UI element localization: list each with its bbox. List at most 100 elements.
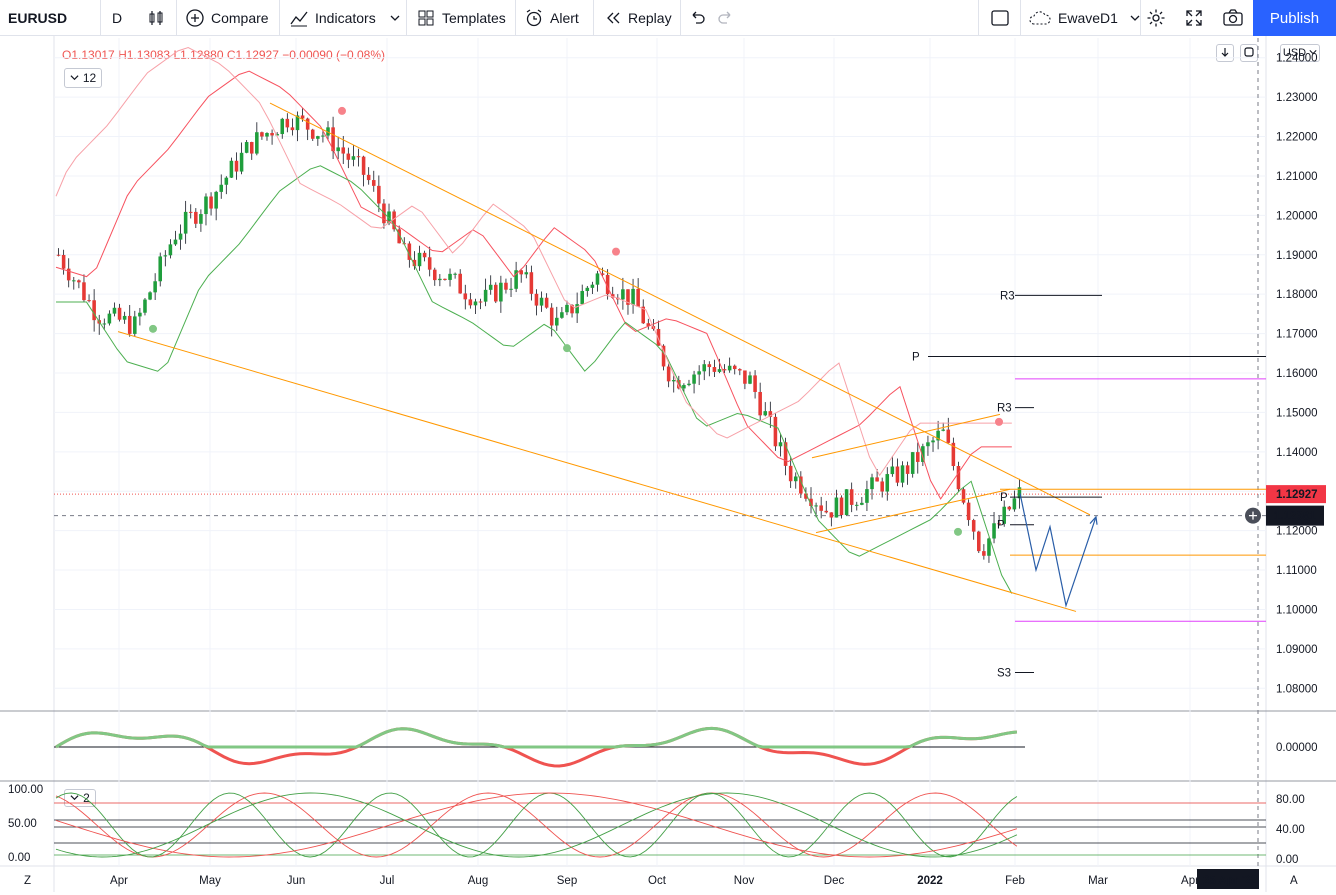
last-price-text: 1.12927	[1276, 489, 1318, 501]
candle-body	[92, 300, 96, 321]
time-tick-label: Jul	[380, 875, 395, 887]
scroll-down-button[interactable]	[1216, 44, 1234, 62]
candle-body	[931, 440, 935, 443]
candle-body	[753, 375, 757, 392]
osc2-line	[55, 792, 1018, 858]
reset-chart-button[interactable]	[1240, 44, 1258, 62]
candle-body	[778, 442, 783, 447]
candle-body	[61, 254, 66, 269]
currency-selector[interactable]: USD	[1280, 44, 1320, 62]
candle-body	[488, 284, 493, 290]
chart-type-button[interactable]	[146, 0, 172, 36]
redo-button[interactable]	[716, 0, 740, 36]
divider	[1020, 0, 1021, 36]
candle-body	[656, 328, 661, 346]
candle-body	[280, 118, 285, 135]
signal-dot	[995, 417, 1003, 426]
candle-body	[407, 243, 412, 260]
candle-body	[717, 369, 722, 372]
price-tick-label: 1.14000	[1276, 447, 1318, 459]
publish-button[interactable]: Publish	[1253, 0, 1336, 36]
candle-body	[793, 476, 798, 482]
time-tick-label: Dec	[824, 875, 845, 887]
interval-button[interactable]: D	[112, 0, 122, 36]
oscillator-count: 2	[83, 791, 90, 805]
candle-body	[605, 274, 610, 295]
candle-body	[534, 293, 539, 306]
z-toggle: Z	[24, 875, 31, 887]
oscillator-collapse-toggle[interactable]: 2	[64, 789, 96, 807]
templates-icon	[416, 8, 436, 28]
signal-dot	[954, 527, 962, 536]
candle-body	[875, 477, 879, 482]
candle-body	[107, 313, 112, 324]
chevron-down-icon[interactable]	[1130, 10, 1140, 26]
time-tick-label: May	[199, 875, 221, 887]
crosshair-price-badge	[1266, 505, 1324, 526]
candle-body	[671, 380, 676, 382]
candle-body	[702, 364, 707, 372]
candle-body	[707, 364, 712, 368]
candle-body	[687, 383, 691, 386]
candle-body	[224, 177, 229, 185]
fullscreen-button[interactable]	[1184, 0, 1210, 36]
candle-body	[890, 466, 895, 475]
compare-button[interactable]: Compare	[185, 0, 269, 36]
alert-button[interactable]: Alert	[524, 0, 579, 36]
candle-body	[56, 254, 61, 256]
candle-body	[468, 299, 473, 306]
osc1-line	[55, 726, 1018, 768]
fullscreen-layout-button[interactable]	[990, 0, 1016, 36]
candle-body	[87, 300, 91, 302]
divider	[100, 0, 101, 36]
candle-body	[514, 270, 518, 289]
candle-body	[743, 370, 747, 384]
settings-button[interactable]	[1146, 0, 1172, 36]
candle-body	[1017, 487, 1022, 499]
candle-body	[316, 136, 320, 139]
candle-body	[804, 493, 808, 499]
indicator-count: 12	[82, 71, 97, 85]
candle-body	[148, 292, 152, 300]
candle-body	[249, 142, 254, 154]
chevron-down-icon	[70, 791, 79, 805]
candle-body	[539, 297, 544, 306]
candle-body	[666, 366, 671, 382]
candle-body	[504, 282, 508, 290]
divider	[176, 0, 177, 36]
candle-body	[712, 367, 717, 372]
candle-body	[483, 289, 488, 302]
candle-body	[748, 375, 752, 384]
candle-body	[371, 180, 376, 186]
candle-body	[234, 160, 239, 172]
top-toolbar: EURUSD D Compare Indicators Templates	[0, 0, 1336, 36]
alert-label: Alert	[550, 10, 579, 26]
osc2-left-label: 100.00	[8, 784, 43, 796]
candle-body	[885, 474, 890, 492]
candle-body	[621, 289, 625, 300]
candle-body	[921, 446, 925, 462]
candle-body	[519, 270, 523, 275]
price-tick-label: 1.20000	[1276, 210, 1318, 222]
signal-dot	[338, 106, 346, 115]
candle-body	[809, 498, 813, 506]
indicators-button[interactable]: Indicators	[289, 0, 400, 36]
chevron-down-icon[interactable]	[390, 10, 400, 26]
time-tick-label: Apr	[1181, 875, 1199, 887]
price-tick-label: 1.16000	[1276, 368, 1318, 380]
time-tick-label: Nov	[734, 875, 755, 887]
snapshot-button[interactable]	[1222, 0, 1250, 36]
templates-button[interactable]: Templates	[416, 0, 506, 36]
layout-menu-button[interactable]: EwaveD1	[1028, 0, 1140, 36]
candle-body	[417, 252, 422, 267]
candle-body	[432, 269, 437, 281]
undo-button[interactable]	[689, 0, 713, 36]
signal-dot	[612, 247, 620, 256]
indicators-collapse-toggle[interactable]: 12	[64, 68, 102, 88]
symbol-search[interactable]: EURUSD	[8, 0, 67, 36]
candle-body	[580, 291, 584, 305]
replay-button[interactable]: Replay	[604, 0, 672, 36]
candle-body	[910, 452, 915, 474]
divider	[978, 0, 979, 36]
